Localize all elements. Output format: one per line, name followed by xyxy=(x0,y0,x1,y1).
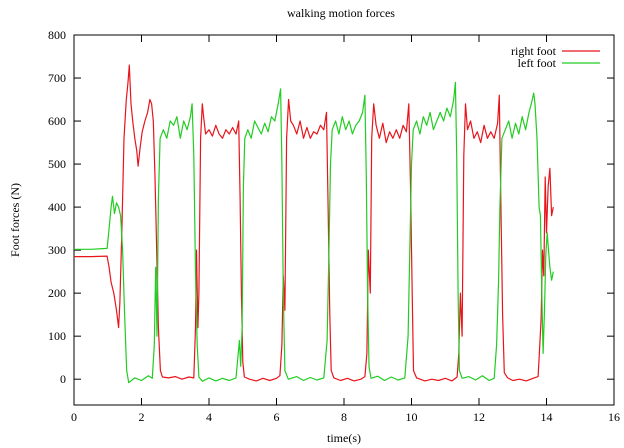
x-axis: 0 2 4 6 8 10 12 14 16 xyxy=(71,35,620,424)
y-axis-label: Foot forces (N) xyxy=(8,183,22,257)
x-tick-label: 0 xyxy=(71,410,77,424)
x-tick-label: 12 xyxy=(473,410,485,424)
plot-frame xyxy=(73,34,615,406)
x-tick-label: 4 xyxy=(206,410,212,424)
x-tick-label: 8 xyxy=(341,410,347,424)
x-tick-label: 16 xyxy=(608,410,620,424)
y-tick-label: 100 xyxy=(48,329,66,343)
x-tick-label: 10 xyxy=(406,410,418,424)
y-tick-label: 700 xyxy=(48,71,66,85)
legend-label: right foot xyxy=(511,44,557,58)
x-tick-label: 14 xyxy=(541,410,553,424)
y-tick-label: 600 xyxy=(48,114,66,128)
y-tick-label: 300 xyxy=(48,243,66,257)
x-tick-label: 6 xyxy=(274,410,280,424)
y-tick-label: 200 xyxy=(48,286,66,300)
series-line-left-foot xyxy=(74,81,554,384)
series-layer xyxy=(74,64,554,384)
legend-label: left foot xyxy=(518,56,557,70)
y-tick-label: 500 xyxy=(48,157,66,171)
x-axis-label: time(s) xyxy=(327,431,361,445)
y-tick-label: 800 xyxy=(48,28,66,42)
y-tick-label: 0 xyxy=(60,372,66,386)
chart-title: walking motion forces xyxy=(287,6,395,20)
y-tick-label: 400 xyxy=(48,200,66,214)
series-line-right-foot xyxy=(74,64,554,382)
x-tick-label: 2 xyxy=(139,410,145,424)
y-axis: 0 100 200 300 400 500 600 700 800 xyxy=(48,28,614,386)
